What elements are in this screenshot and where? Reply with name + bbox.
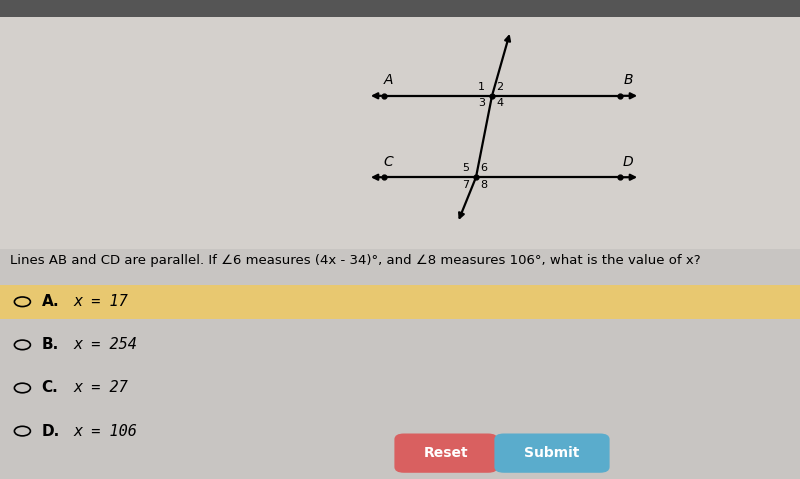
Text: Lines AB and CD are parallel. If ∠6 measures (4x - 34)°, and ∠8 measures 106°, w: Lines AB and CD are parallel. If ∠6 meas… — [10, 254, 700, 267]
Text: A: A — [383, 73, 393, 87]
Text: 6: 6 — [480, 163, 487, 173]
Text: A.: A. — [42, 294, 59, 309]
Text: D.: D. — [42, 423, 60, 439]
Text: x = 17: x = 17 — [74, 294, 128, 309]
Text: D: D — [622, 155, 634, 169]
FancyBboxPatch shape — [0, 285, 800, 319]
Text: 3: 3 — [478, 98, 485, 108]
Text: 2: 2 — [496, 82, 503, 92]
Text: B.: B. — [42, 337, 59, 353]
FancyBboxPatch shape — [394, 433, 498, 473]
FancyBboxPatch shape — [494, 433, 610, 473]
FancyBboxPatch shape — [0, 0, 800, 17]
Text: x = 106: x = 106 — [74, 423, 138, 439]
Text: 7: 7 — [462, 180, 469, 190]
FancyBboxPatch shape — [0, 0, 800, 249]
Text: x = 27: x = 27 — [74, 380, 128, 396]
Text: x = 254: x = 254 — [74, 337, 138, 353]
Text: 4: 4 — [496, 98, 503, 108]
Text: C: C — [383, 155, 393, 169]
Text: Submit: Submit — [524, 446, 580, 460]
Text: 8: 8 — [480, 180, 487, 190]
Text: 1: 1 — [478, 82, 485, 92]
Text: C.: C. — [42, 380, 58, 396]
Text: 5: 5 — [462, 163, 469, 173]
Text: B: B — [623, 73, 633, 87]
FancyBboxPatch shape — [0, 249, 800, 479]
Text: Reset: Reset — [424, 446, 468, 460]
